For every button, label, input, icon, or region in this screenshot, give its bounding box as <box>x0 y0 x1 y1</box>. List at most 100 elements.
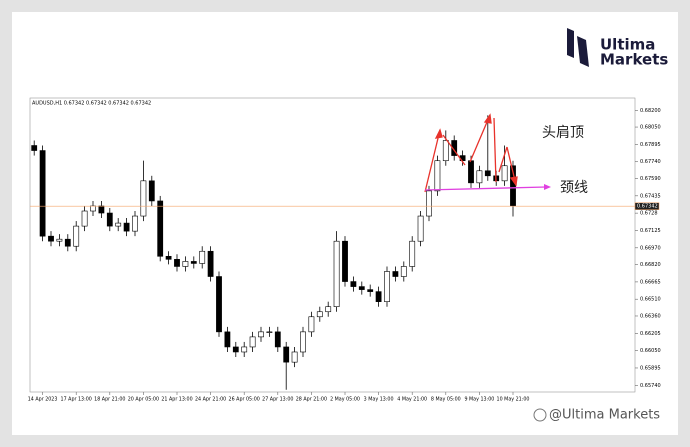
candle-body <box>442 140 449 162</box>
y-tick-label: 0.67435 <box>640 193 661 199</box>
logo-mark <box>577 36 589 67</box>
candle-body <box>266 331 273 333</box>
y-tick-label: 0.67895 <box>640 142 661 148</box>
candle-body <box>148 180 155 202</box>
y-tick-label: 0.66665 <box>640 279 661 285</box>
x-tick-label: 4 May 21:00 <box>397 397 427 403</box>
x-tick-label: 26 Apr 05:00 <box>229 397 260 403</box>
candle-body <box>190 261 197 264</box>
candle-body <box>90 205 96 212</box>
candle-body <box>258 331 264 338</box>
candle-body <box>274 331 281 348</box>
candle-body <box>199 250 206 264</box>
logo-text: Markets <box>600 51 668 69</box>
x-tick-label: 28 Apr 21:00 <box>296 397 327 403</box>
chart-header: AUDUSD,H1 0.67342 0.67342 0.67342 0.6734… <box>32 101 151 107</box>
x-tick-label: 18 Apr 21:00 <box>94 397 125 403</box>
candle-body <box>115 222 122 227</box>
candle-body <box>375 291 382 302</box>
logo-text: Ultima <box>600 36 655 54</box>
neckline <box>424 186 547 191</box>
candle-body <box>56 238 63 242</box>
candle-body <box>64 238 71 247</box>
x-tick-label: 14 Apr 2023 <box>28 397 58 403</box>
candle-body <box>207 250 214 277</box>
pattern-drawing <box>424 113 518 193</box>
arrow-head <box>544 184 551 190</box>
shoulder-line <box>424 129 441 193</box>
candle-body <box>316 311 323 318</box>
y-tick-label: 0.68200 <box>640 108 661 114</box>
candle-body <box>384 271 390 302</box>
candle-body <box>224 331 231 348</box>
candle-body <box>182 261 189 267</box>
y-tick-label: 0.66970 <box>640 245 661 251</box>
candle-body <box>73 225 80 247</box>
candle-body <box>409 240 416 267</box>
annotation: 颈线 <box>560 180 588 196</box>
plot-frame <box>29 97 636 393</box>
y-tick-label: 0.66360 <box>640 313 661 319</box>
y-tick-label: 0.66820 <box>640 262 661 268</box>
x-tick-label: 20 Apr 05:00 <box>128 397 159 403</box>
logo-mark <box>567 28 574 58</box>
candle-body <box>123 222 130 232</box>
candle-body <box>426 190 432 217</box>
candle-body <box>291 351 298 363</box>
x-tick-label: 8 May 05:00 <box>431 397 461 403</box>
x-tick-label: 21 Apr 13:00 <box>161 397 192 403</box>
price-label-box <box>634 202 660 210</box>
y-tick-label: 0.67740 <box>640 159 661 165</box>
candle-body <box>98 205 105 214</box>
candle-body <box>400 266 407 277</box>
candle-body <box>140 180 147 217</box>
arrow-head <box>434 128 443 139</box>
candle-body <box>308 316 315 333</box>
candle-body <box>342 240 348 282</box>
candle-body <box>434 160 441 192</box>
candle-body <box>392 271 399 277</box>
x-tick-label: 17 Apr 13:00 <box>61 397 92 403</box>
y-tick-label: 0.65740 <box>640 383 661 389</box>
y-tick-label: 0.66050 <box>640 348 661 354</box>
y-tick-label: 0.67125 <box>640 228 661 234</box>
candle-body <box>367 289 374 292</box>
x-tick-label: 24 Apr 21:00 <box>195 397 226 403</box>
candle-body <box>241 346 248 353</box>
arrow-head <box>509 176 518 187</box>
candle-body <box>358 286 365 290</box>
candle-body <box>333 240 340 308</box>
x-tick-label: 2 May 05:00 <box>330 397 360 403</box>
x-tick-label: 9 May 13:00 <box>464 397 494 403</box>
candle-body <box>31 145 38 151</box>
candle-body <box>157 200 164 257</box>
candle-body <box>174 259 180 267</box>
x-tick-label: 3 May 13:00 <box>364 397 394 403</box>
candle-body <box>216 276 222 333</box>
annotation: 头肩顶 <box>542 125 584 141</box>
candle-body <box>232 346 239 353</box>
candle-body <box>476 170 483 184</box>
y-tick-label: 0.65895 <box>640 365 661 371</box>
candle-body <box>468 160 474 184</box>
shoulder-line <box>498 146 508 173</box>
candle-body <box>132 215 138 232</box>
candle-body <box>106 212 113 227</box>
watermark-icon <box>533 408 547 422</box>
y-tick-label: 0.68050 <box>640 125 661 131</box>
shoulder-line <box>442 134 466 166</box>
candle-body <box>325 306 332 313</box>
candle-body <box>39 150 46 237</box>
candle-body <box>451 140 458 156</box>
candle-body <box>48 235 54 242</box>
y-tick-label: 0.6728 <box>640 211 658 217</box>
candle-body <box>417 215 424 242</box>
candle-body <box>81 210 88 227</box>
candle-body <box>350 281 357 287</box>
candle-body <box>283 346 290 363</box>
candle-body <box>165 255 172 260</box>
watermark: @Ultima Markets <box>549 408 660 423</box>
candle-body <box>300 331 306 353</box>
head-line <box>493 117 497 183</box>
